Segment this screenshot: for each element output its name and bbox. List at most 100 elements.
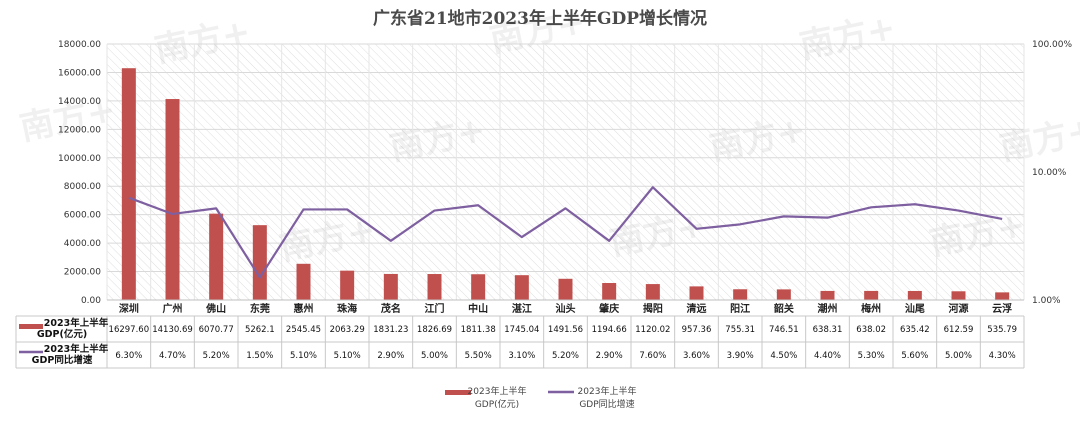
y-left-tick-label: 10000.00 (58, 154, 101, 164)
y-left-tick-label: 18000.00 (58, 40, 101, 50)
table-cell: 5.00% (421, 351, 448, 361)
y-left-tick-label: 0.00 (81, 296, 101, 306)
y-left-tick-label: 12000.00 (58, 125, 101, 135)
table-cell: 1194.66 (592, 325, 627, 335)
legend-label: 2023年上半年 (578, 385, 637, 397)
table-cell: 3.90% (727, 351, 754, 361)
table-row-label: GDP同比增速 (32, 354, 93, 366)
table-cell: 5.50% (465, 351, 492, 361)
table-key-bar (19, 324, 43, 329)
bar (165, 99, 180, 301)
table-row-label: 2023年上半年 (44, 317, 109, 329)
category-label: 潮州 (818, 302, 838, 315)
table-cell: 1831.23 (373, 325, 408, 335)
bar (383, 273, 398, 300)
table-cell: 1811.38 (461, 325, 496, 335)
category-label: 中山 (468, 302, 488, 315)
legend-label: 2023年上半年 (468, 385, 527, 397)
category-label: 湛江 (512, 302, 532, 315)
bar (514, 275, 529, 300)
table-cell: 1120.02 (635, 325, 670, 335)
bar (820, 290, 835, 300)
bar (427, 274, 442, 300)
y-left-tick-label: 4000.00 (64, 239, 101, 249)
bar (121, 68, 136, 300)
category-label: 河源 (949, 302, 969, 315)
table-cell: 5.00% (945, 351, 972, 361)
table-cell: 746.51 (769, 325, 799, 335)
table-cell: 4.30% (989, 351, 1016, 361)
plot-area (107, 44, 1024, 300)
category-label: 汕尾 (905, 302, 925, 315)
bar (951, 291, 966, 300)
y-left-tick-label: 8000.00 (64, 182, 101, 192)
y-left-tick-label: 16000.00 (58, 68, 101, 78)
bar (602, 283, 617, 300)
table-cell: 5.10% (290, 351, 317, 361)
bar (296, 263, 311, 300)
bar (776, 289, 791, 300)
category-label: 云浮 (992, 302, 1012, 315)
table-cell: 535.79 (987, 325, 1017, 335)
legend-key-bar (445, 390, 471, 395)
category-label: 广州 (163, 302, 183, 315)
category-label: 肇庆 (598, 302, 619, 315)
bar (471, 274, 486, 300)
table-cell: 1826.69 (417, 325, 452, 335)
y-left-tick-label: 2000.00 (64, 268, 101, 278)
bar (645, 284, 660, 300)
table-cell: 5.20% (552, 351, 579, 361)
category-label: 珠海 (337, 302, 357, 315)
category-label: 揭阳 (643, 302, 663, 315)
category-label: 东莞 (250, 302, 270, 315)
table-cell: 2.90% (596, 351, 623, 361)
table-row-label: GDP(亿元) (37, 328, 87, 340)
bar (558, 278, 573, 300)
table-cell: 755.31 (725, 325, 755, 335)
bar (209, 213, 224, 300)
table-cell: 3.60% (683, 351, 710, 361)
table-cell: 6.30% (115, 351, 142, 361)
category-label: 韶关 (774, 302, 794, 315)
chart-title: 广东省21地市2023年上半年GDP增长情况 (372, 9, 707, 29)
table-cell: 638.31 (813, 325, 843, 335)
table-cell: 4.50% (770, 351, 797, 361)
y-left-tick-label: 14000.00 (58, 97, 101, 107)
table-row-label: 2023年上半年 (44, 343, 109, 355)
table-cell: 638.02 (856, 325, 886, 335)
table-cell: 612.59 (944, 325, 974, 335)
category-label: 茂名 (381, 302, 401, 315)
table-cell: 7.60% (639, 351, 666, 361)
category-label: 惠州 (294, 302, 314, 315)
table-cell: 4.70% (159, 351, 186, 361)
table-cell: 6070.77 (199, 325, 234, 335)
category-label: 阳江 (730, 302, 750, 315)
table-cell: 2545.45 (286, 325, 321, 335)
bar (907, 290, 922, 300)
table-cell: 16297.60 (109, 325, 150, 335)
category-label: 深圳 (119, 302, 139, 315)
table-cell: 5.10% (334, 351, 361, 361)
legend-label: GDP(亿元) (475, 398, 519, 410)
table-cell: 5262.1 (245, 325, 275, 335)
table-cell: 957.36 (682, 325, 712, 335)
table-cell: 1491.56 (548, 325, 583, 335)
bar (252, 225, 267, 300)
y-right-tick-label: 10.00% (1032, 168, 1067, 178)
table-cell: 5.60% (901, 351, 928, 361)
table-cell: 1.50% (246, 351, 273, 361)
y-right-tick-label: 100.00% (1032, 40, 1072, 50)
category-label: 汕头 (556, 302, 576, 315)
bar (340, 270, 355, 300)
table-cell: 4.40% (814, 351, 841, 361)
y-left-tick-label: 6000.00 (64, 211, 101, 221)
table-cell: 635.42 (900, 325, 930, 335)
table-cell: 2.90% (377, 351, 404, 361)
bar (733, 289, 748, 300)
category-label: 清远 (687, 302, 707, 315)
table-cell: 5.20% (203, 351, 230, 361)
table-cell: 3.10% (508, 351, 535, 361)
legend-label: GDP同比增速 (579, 398, 634, 410)
bar (864, 290, 879, 300)
